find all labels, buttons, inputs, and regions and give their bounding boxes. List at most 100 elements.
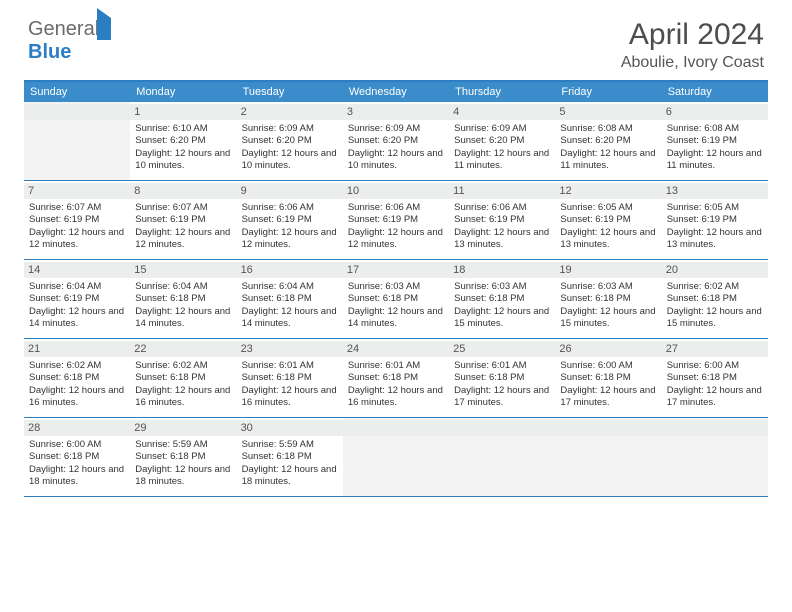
sunrise-line: Sunrise: 6:06 AM [348, 202, 444, 214]
day-cell: 30Sunrise: 5:59 AMSunset: 6:18 PMDayligh… [237, 418, 343, 496]
day-cell: 25Sunrise: 6:01 AMSunset: 6:18 PMDayligh… [449, 339, 555, 417]
sunrise-line: Sunrise: 6:09 AM [454, 123, 550, 135]
day-cell: 2Sunrise: 6:09 AMSunset: 6:20 PMDaylight… [237, 102, 343, 180]
sunrise-line: Sunrise: 6:05 AM [560, 202, 656, 214]
day-cell-empty [343, 418, 449, 496]
day-number: 15 [130, 262, 236, 278]
daylight-line: Daylight: 12 hours and 15 minutes. [667, 306, 763, 331]
daylight-line: Daylight: 12 hours and 11 minutes. [560, 148, 656, 173]
sunrise-line: Sunrise: 6:07 AM [135, 202, 231, 214]
sunrise-line: Sunrise: 6:08 AM [667, 123, 763, 135]
sunset-line: Sunset: 6:19 PM [454, 214, 550, 226]
day-cell: 19 Sunrise: 6:03 AMSunset: 6:18 PMDayligh… [555, 260, 661, 338]
day-number: 14 [24, 262, 130, 278]
daylight-line: Daylight: 12 hours and 10 minutes. [135, 148, 231, 173]
day-number: 20 [662, 262, 768, 278]
calendar: SundayMondayTuesdayWednesdayThursdayFrid… [24, 80, 768, 497]
title-block: April 2024 Aboulie, Ivory Coast [621, 18, 764, 72]
daylight-line: Daylight: 12 hours and 17 minutes. [667, 385, 763, 410]
sunrise-line: Sunrise: 6:02 AM [135, 360, 231, 372]
sunset-line: Sunset: 6:18 PM [135, 372, 231, 384]
daylight-line: Daylight: 12 hours and 13 minutes. [667, 227, 763, 252]
day-number: 16 [237, 262, 343, 278]
sunset-line: Sunset: 6:18 PM [348, 372, 444, 384]
sunset-line: Sunset: 6:20 PM [348, 135, 444, 147]
day-number: 2 [237, 104, 343, 120]
day-cell: 4Sunrise: 6:09 AMSunset: 6:20 PMDaylight… [449, 102, 555, 180]
day-cell: 9Sunrise: 6:06 AMSunset: 6:19 PMDaylight… [237, 181, 343, 259]
weeks: 1Sunrise: 6:10 AMSunset: 6:20 PMDaylight… [24, 102, 768, 497]
sunrise-line: Sunrise: 6:06 AM [454, 202, 550, 214]
daylight-line: Daylight: 12 hours and 13 minutes. [560, 227, 656, 252]
week-row: 14Sunrise: 6:04 AMSunset: 6:19 PMDayligh… [24, 260, 768, 339]
daylight-line: Daylight: 12 hours and 12 minutes. [29, 227, 125, 252]
sunset-line: Sunset: 6:19 PM [242, 214, 338, 226]
sunset-line: Sunset: 6:18 PM [667, 293, 763, 305]
sunrise-line: Sunrise: 6:00 AM [29, 439, 125, 451]
sunrise-line: Sunrise: 6:00 AM [560, 360, 656, 372]
day-number: 19 [555, 262, 661, 278]
location: Aboulie, Ivory Coast [621, 54, 764, 72]
day-number: 24 [343, 341, 449, 357]
week-row: 28 Sunrise: 6:00 AMSunset: 6:18 PM Dayligh… [24, 418, 768, 497]
day-cell-empty [449, 418, 555, 496]
weekday-saturday: Saturday [662, 82, 768, 102]
weekday-tuesday: Tuesday [237, 82, 343, 102]
day-cell: 16Sunrise: 6:04 AMSunset: 6:18 PMDayligh… [237, 260, 343, 338]
sunset-line: Sunset: 6:18 PM [29, 451, 125, 463]
sunrise-line: Sunrise: 6:03 AM [560, 281, 656, 293]
daylight-line: Daylight: 12 hours and 16 minutes. [135, 385, 231, 410]
sunset-line: Sunset: 6:18 PM [560, 293, 656, 305]
day-number: 7 [24, 183, 130, 199]
weekday-row: SundayMondayTuesdayWednesdayThursdayFrid… [24, 82, 768, 102]
sunrise-line: Sunrise: 6:07 AM [29, 202, 125, 214]
day-cell: 15Sunrise: 6:04 AMSunset: 6:18 PMDayligh… [130, 260, 236, 338]
day-number: 1 [130, 104, 236, 120]
daylight-line: Daylight: 12 hours and 14 minutes. [135, 306, 231, 331]
day-number-empty [343, 420, 449, 436]
daylight-line: Daylight: 12 hours and 15 minutes. [454, 306, 550, 331]
daylight-line: Daylight: 12 hours and 11 minutes. [454, 148, 550, 173]
day-number: 28 [24, 420, 130, 436]
sunrise-line: Sunrise: 6:06 AM [242, 202, 338, 214]
daylight-line: Daylight: 12 hours and 15 minutes. [560, 306, 656, 331]
day-cell: 5Sunrise: 6:08 AMSunset: 6:20 PMDaylight… [555, 102, 661, 180]
day-number: 9 [237, 183, 343, 199]
weekday-sunday: Sunday [24, 82, 130, 102]
day-cell: 24Sunrise: 6:01 AMSunset: 6:18 PMDayligh… [343, 339, 449, 417]
day-number: 22 [130, 341, 236, 357]
day-cell: 11Sunrise: 6:06 AMSunset: 6:19 PMDayligh… [449, 181, 555, 259]
daylight-line: Daylight: 12 hours and 16 minutes. [29, 385, 125, 410]
day-cell: 20 Sunrise: 6:02 AMSunset: 6:18 PMDayligh… [662, 260, 768, 338]
daylight-line: Daylight: 12 hours and 18 minutes. [242, 464, 338, 489]
day-number: 27 [662, 341, 768, 357]
sunset-line: Sunset: 6:20 PM [135, 135, 231, 147]
day-cell: 28Sunrise: 6:00 AMSunset: 6:18 PMDayligh… [24, 418, 130, 496]
day-cell: 27Sunrise: 6:00 AMSunset: 6:18 PMDayligh… [662, 339, 768, 417]
header: General Blue April 2024 Aboulie, Ivory C… [0, 0, 792, 80]
day-number: 3 [343, 104, 449, 120]
day-cell: 17Sunrise: 6:03 AMSunset: 6:18 PMDayligh… [343, 260, 449, 338]
day-number: 17 [343, 262, 449, 278]
sunset-line: Sunset: 6:18 PM [242, 293, 338, 305]
day-cell: 14Sunrise: 6:04 AMSunset: 6:19 PMDayligh… [24, 260, 130, 338]
sunrise-line: Sunrise: 6:02 AM [667, 281, 763, 293]
sunset-line: Sunset: 6:19 PM [667, 135, 763, 147]
day-cell: 29Sunrise: 5:59 AMSunset: 6:18 PMDayligh… [130, 418, 236, 496]
sunrise-line: Sunrise: 6:08 AM [560, 123, 656, 135]
logo-icon [97, 8, 111, 40]
day-cell-empty [555, 418, 661, 496]
sunrise-line: Sunrise: 6:04 AM [29, 281, 125, 293]
weekday-friday: Friday [555, 82, 661, 102]
day-number: 26 [555, 341, 661, 357]
day-cell: 10Sunrise: 6:06 AMSunset: 6:19 PMDayligh… [343, 181, 449, 259]
day-number: 30 [237, 420, 343, 436]
sunset-line: Sunset: 6:20 PM [454, 135, 550, 147]
sunset-line: Sunset: 6:18 PM [29, 372, 125, 384]
daylight-line: Daylight: 12 hours and 13 minutes. [454, 227, 550, 252]
daylight-line: Daylight: 12 hours and 17 minutes. [560, 385, 656, 410]
logo-text: General Blue [28, 18, 111, 64]
sunset-line: Sunset: 6:20 PM [242, 135, 338, 147]
day-cell: 23Sunrise: 6:01 AMSunset: 6:18 PMDayligh… [237, 339, 343, 417]
sunset-line: Sunset: 6:18 PM [560, 372, 656, 384]
